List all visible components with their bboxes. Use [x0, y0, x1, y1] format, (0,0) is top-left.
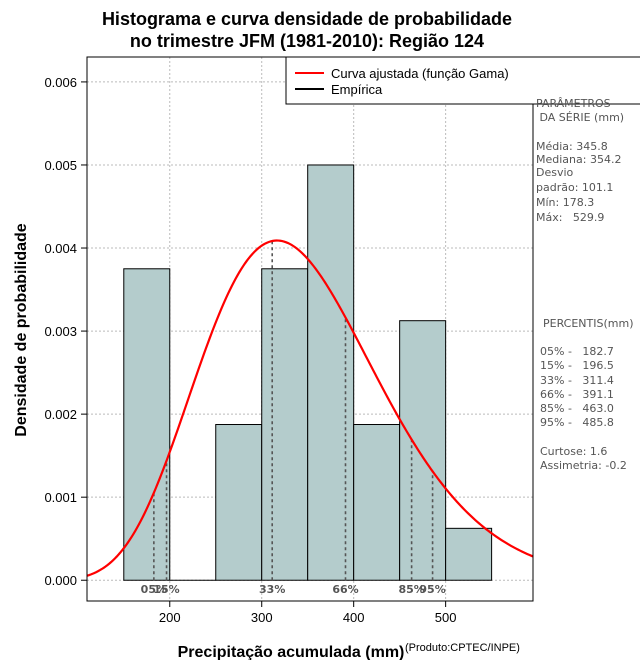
y-tick-label: 0.006: [44, 75, 77, 90]
x-tick-label: 200: [159, 610, 181, 625]
y-tick-label: 0.002: [44, 407, 77, 422]
y-tick-label: 0.001: [44, 490, 77, 505]
legend-label-empirical: Empírica: [331, 82, 383, 97]
percentile-label: 66%: [332, 583, 358, 596]
y-axis-label: Densidade de probabilidade: [13, 223, 30, 436]
percentis-line: 05% - 182.7: [540, 345, 614, 358]
legend-label-curve: Curva ajustada (função Gama): [331, 66, 509, 81]
percentile-label: 15%: [153, 583, 179, 596]
y-tick-label: 0.005: [44, 158, 77, 173]
percentis-header: PERCENTIS(mm): [543, 317, 634, 330]
x-axis-label: Precipitação acumulada (mm): [178, 644, 405, 660]
percentis-line: 15% - 196.5: [540, 359, 614, 372]
stats-panel: PARÂMETROS DA SÉRIE (mm) Média: 345.8 Me…: [536, 97, 624, 224]
percentile-label: 33%: [259, 583, 285, 596]
legend: Curva ajustada (função Gama) Empírica: [285, 56, 640, 105]
x-tick-label: 500: [435, 610, 457, 625]
stats-header-line-2: DA SÉRIE (mm): [536, 111, 624, 124]
percentile-label: 05%: [141, 583, 167, 596]
histogram-bar: [445, 527, 493, 581]
stats-line: Média: 345.8: [536, 140, 608, 153]
percentile-markers: 05%15% 33% 66% 85%95%: [141, 241, 446, 596]
percentis-line: 33% - 311.4: [540, 374, 614, 387]
skewness-line: Assimetria: -0.2: [540, 459, 627, 472]
stats-line: padrão: 101.1: [536, 181, 613, 194]
chart-title-line-1: Histograma e curva densidade de probabil…: [102, 9, 512, 29]
y-tick-label: 0.000: [44, 573, 77, 588]
y-tick-label: 0.004: [44, 241, 77, 256]
histogram-bar: [353, 424, 401, 581]
kurtosis-line: Curtose: 1.6: [540, 445, 607, 458]
percentile-label: 85%: [398, 583, 424, 596]
percentile-label: 95%: [419, 583, 445, 596]
stats-line: Desvio: [536, 166, 574, 179]
credit-label: (Produto:CPTEC/INPE): [405, 642, 520, 654]
histogram-bar: [215, 424, 263, 581]
x-tick-label: 400: [343, 610, 365, 625]
percentis-line: 85% - 463.0: [540, 402, 614, 415]
histogram-bars: [123, 164, 493, 581]
stats-line: Mediana: 354.2: [536, 153, 621, 166]
stats-line: Mín: 178.3: [536, 196, 594, 209]
histogram-bar: [399, 320, 447, 581]
fitted-gamma-curve: [86, 239, 534, 577]
axes: 200 300 400 500 0.000 0.001 0.002 0.003 0.004 0.0…: [44, 75, 456, 625]
percentis-line: 95% - 485.8: [540, 416, 614, 429]
stats-line: Máx: 529.9: [536, 211, 604, 224]
legend-box: [285, 56, 640, 105]
histogram-bar: [123, 268, 171, 581]
percentis-panel: PERCENTIS(mm) 05% - 182.7 15% - 196.5 33…: [540, 317, 634, 472]
fitted-curve-layer: [86, 239, 534, 577]
stats-header-line-1: PARÂMETROS: [536, 97, 611, 110]
histogram-bar: [261, 268, 309, 581]
x-tick-label: 300: [251, 610, 273, 625]
histogram-bar: [307, 164, 355, 581]
y-tick-label: 0.003: [44, 324, 77, 339]
percentis-line: 66% - 391.1: [540, 388, 614, 401]
chart-title-line-2: no trimestre JFM (1981-2010): Região 124: [130, 31, 484, 51]
